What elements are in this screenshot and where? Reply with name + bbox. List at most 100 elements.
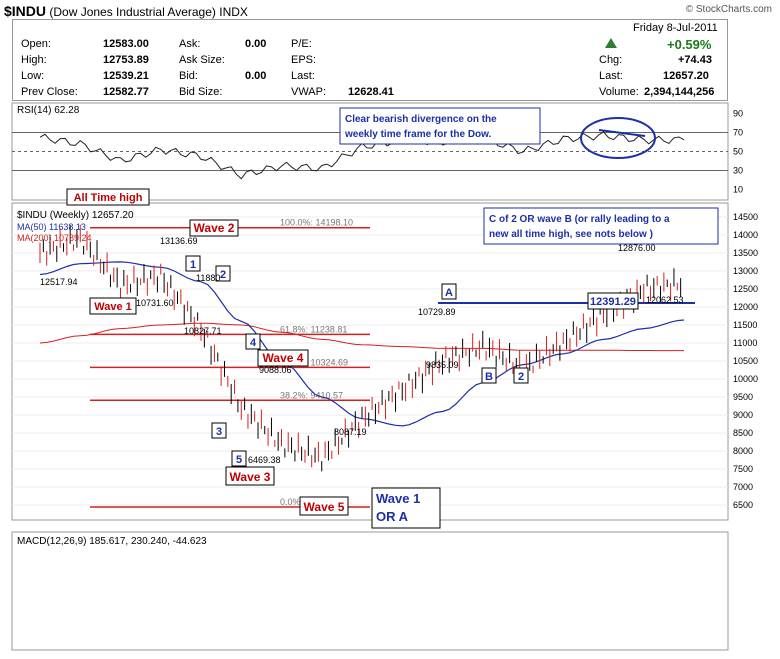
wave-3-label-box xyxy=(225,466,275,486)
volume-label: Volume: xyxy=(599,86,639,98)
count-box xyxy=(441,283,457,300)
macd-panel: MACD(12,26,9) 185.617, 230.240, -44.623 xyxy=(11,531,729,651)
rsi-level-tick: 90 xyxy=(733,109,743,119)
price-label: 8087.19 xyxy=(334,427,367,437)
price-y-tick: 12000 xyxy=(733,302,758,312)
wave-4-label: Wave 4 xyxy=(263,351,304,365)
support-value-box xyxy=(587,292,639,310)
bid-label: Bid: xyxy=(179,70,198,82)
price-y-tick: 9500 xyxy=(733,392,753,402)
price-legend: $INDU (Weekly) 12657.20 xyxy=(17,210,134,221)
price-label: 12517.94 xyxy=(40,277,78,287)
support-value-label: 12391.29 xyxy=(590,296,636,308)
macd-label: MACD(12,26,9) 185.617, 230.240, -44.623 xyxy=(17,536,207,547)
price-y-tick: 10500 xyxy=(733,356,758,366)
up-arrow-icon xyxy=(605,38,617,48)
chg-value: +74.43 xyxy=(678,54,712,66)
price-label: 10729.89 xyxy=(418,307,456,317)
ask-label: Ask: xyxy=(179,38,201,50)
price-label: 10827.71 xyxy=(184,326,222,336)
vwap-label: VWAP: xyxy=(291,86,327,98)
count-label: A xyxy=(445,287,453,299)
rsi-level-tick: 70 xyxy=(733,128,743,138)
price-y-tick: 7000 xyxy=(733,482,753,492)
fib-label: 50.0%: 10324.69 xyxy=(280,357,348,367)
price-y-tick: 9000 xyxy=(733,410,753,420)
chg-label: Chg: xyxy=(599,54,623,66)
price-label: 12876.00 xyxy=(618,243,656,253)
vwap-value: 12628.41 xyxy=(348,86,394,98)
price-y-tick: 8000 xyxy=(733,446,753,456)
last-label: Last: xyxy=(291,70,315,82)
ma50-legend: MA(50) 11638.13 xyxy=(17,222,86,232)
last2-value: 12657.20 xyxy=(663,70,709,82)
count-label: B xyxy=(485,371,493,383)
open-value: 12583.00 xyxy=(103,38,149,50)
bid-value: 0.00 xyxy=(245,70,267,82)
fib-label: 100.0%: 14198.10 xyxy=(280,218,353,228)
provider-credit: © StockCharts.com xyxy=(685,4,772,15)
fib-label: 61.8%: 11238.81 xyxy=(280,324,347,334)
rsi-note-text-1: Clear bearish divergence on the xyxy=(345,114,497,125)
ask-value: 0.00 xyxy=(245,38,267,50)
count-label: 3 xyxy=(216,426,222,438)
count-label: 4 xyxy=(250,337,257,349)
prev-close-label: Prev Close: xyxy=(21,86,78,98)
price-label: 11880 xyxy=(196,273,220,283)
count-box xyxy=(211,422,227,439)
price-label: 12062.53 xyxy=(646,295,684,305)
ma50-line xyxy=(39,261,685,427)
last2-label: Last: xyxy=(599,70,623,82)
pct-change: +0.59% xyxy=(667,37,712,52)
rsi-level-tick: 30 xyxy=(733,166,743,176)
symbol-name: (Dow Jones Industrial Average) xyxy=(49,5,216,19)
price-y-tick: 11500 xyxy=(733,320,757,330)
wave-2-label: Wave 2 xyxy=(194,221,235,235)
count-label: 5 xyxy=(236,454,242,466)
price-y-tick: 13500 xyxy=(733,248,758,258)
ma200-legend: MA(200) 10789.24 xyxy=(17,233,92,243)
ask-size-label: Ask Size: xyxy=(179,54,225,66)
cb-note-line-2: new all time high, see nots below ) xyxy=(489,229,653,240)
eps-label: EPS: xyxy=(291,54,317,66)
rsi-panel: 90 70 50 30 10 RSI(14) 62.28 Clear bearish d… xyxy=(11,102,743,201)
count-label: 2 xyxy=(220,269,226,281)
wave-1-or-a-label: Wave 1 xyxy=(376,491,420,506)
rsi-note-box: Clear bearish divergence on the weekly t… xyxy=(339,107,541,145)
price-y-tick: 14500 xyxy=(733,212,758,222)
wave-5-label-box xyxy=(299,496,349,516)
count-box xyxy=(481,367,497,384)
rsi-level-tick: 50 xyxy=(733,147,743,157)
macd-frame xyxy=(11,531,729,651)
price-y-tick: 10000 xyxy=(733,374,758,384)
price-label: 6469.38 xyxy=(248,455,281,465)
rsi-note-text-2: weekly time frame for the Dow. xyxy=(344,129,492,140)
volume-value: 2,394,144,256 xyxy=(644,86,715,98)
wave-5-label: Wave 5 xyxy=(304,500,345,514)
high-label: High: xyxy=(21,54,47,66)
wave-4-label-box xyxy=(257,349,309,367)
high-value: 12753.89 xyxy=(103,54,149,66)
divergence-circle xyxy=(580,117,656,159)
rsi-level-tick: 10 xyxy=(733,185,743,195)
quote-box: Open: 12583.00 High: 12753.89 Low: 12539… xyxy=(12,19,728,101)
price-y-tick: 11000 xyxy=(733,338,757,348)
cb-note-line-1: C of 2 OR wave B (or rally leading to a xyxy=(489,214,670,225)
rsi-label: RSI(14) 62.28 xyxy=(17,105,80,116)
count-box xyxy=(231,450,247,467)
price-label: 13136.69 xyxy=(160,236,198,246)
bid-size-label: Bid Size: xyxy=(179,86,223,98)
chart-title: $INDU (Dow Jones Industrial Average) IND… xyxy=(4,3,248,19)
symbol: $INDU xyxy=(4,3,47,19)
wave-1-label: Wave 1 xyxy=(94,301,132,313)
ath-note: All Time high xyxy=(74,192,143,204)
ath-note-box xyxy=(66,188,150,206)
low-label: Low: xyxy=(21,70,45,82)
open-label: Open: xyxy=(21,38,51,50)
divergence-trendline xyxy=(598,129,646,137)
wave-2-label-box xyxy=(189,219,239,237)
price-label: 10731.60 xyxy=(136,298,174,308)
cb-note-box xyxy=(483,207,719,245)
fib-label: 38.2%: 9410.57 xyxy=(280,390,343,400)
